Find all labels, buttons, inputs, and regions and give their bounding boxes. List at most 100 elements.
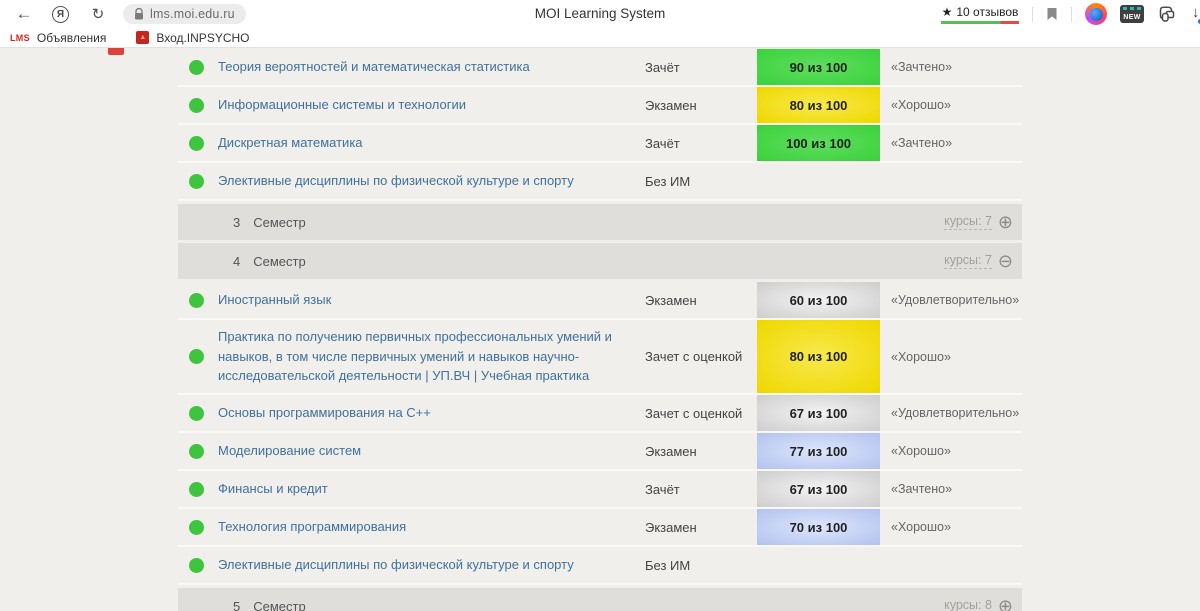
status-dot-icon [189,557,204,573]
exam-type: Зачёт [645,59,680,75]
semester-label: Семестр [253,253,306,269]
status-cell [178,97,218,113]
score-cell: 90 из 100 [757,49,880,85]
bookmarks-bar: LMS Объявления ▲ Вход.INPSYCHO [0,28,1200,48]
score-cell: 80 из 100 [757,320,880,393]
table-row: Дискретная математика Зачёт 100 из 100 «Зач… [178,125,1022,163]
lms-favicon: LMS [10,32,30,43]
refresh-icon[interactable]: ↻ [91,6,105,23]
course-name-link[interactable]: Элективные дисциплины по физической куль… [218,173,574,189]
score-badge: 70 из 100 [757,509,880,545]
exam-type: Зачёт [645,481,680,497]
courses-count-link[interactable]: курсы: 7 [944,214,992,230]
status-cell [178,292,218,308]
courses-toggle[interactable]: курсы: 8 ⊕ [944,597,1013,611]
course-name-link[interactable]: Информационные системы и технологии [218,97,466,113]
courses-count-link[interactable]: курсы: 8 [944,598,992,611]
course-name-link[interactable]: Элективные дисциплины по физической куль… [218,557,574,573]
browser-toolbar: ← Я ↻ lms.moi.edu.ru MOI Learning System… [0,0,1200,28]
score-cell: 80 из 100 [757,87,880,123]
page-content: Теория вероятностей и математическая ста… [0,48,1200,611]
camera-dashes [1123,7,1141,10]
semester-number: 5 [233,598,241,611]
back-icon[interactable]: ← [15,4,33,23]
bookmark-item-announcements[interactable]: LMS Объявления [10,30,107,45]
status-cell [178,59,218,75]
status-dot-icon [189,173,204,189]
grade-text: «Зачтено» [891,136,953,150]
reviews-rating[interactable]: ★ 10 отзывов [941,5,1019,24]
semester-number: 3 [233,214,241,230]
exam-type: Без ИМ [645,173,691,189]
page-title: MOI Learning System [534,6,666,21]
status-cell [178,173,218,189]
score-cell: 60 из 100 [757,282,880,318]
score-badge: 77 из 100 [757,433,880,469]
course-name-link[interactable]: Теория вероятностей и математическая ста… [218,59,530,75]
courses-toggle[interactable]: курсы: 7 ⊖ [944,252,1013,270]
exam-type: Экзамен [645,292,697,308]
download-notification-dot [1198,19,1200,24]
semester-label: Семестр [253,214,306,230]
grade-text: «Хорошо» [891,98,951,112]
exam-type: Без ИМ [645,557,691,573]
exam-type: Зачет с оценкой [645,349,743,364]
score-badge: 90 из 100 [757,49,880,85]
course-name-link[interactable]: Практика по получению первичных професси… [218,329,612,384]
grade-text: «Хорошо» [891,444,951,458]
profile-inner-dot [1089,7,1103,21]
course-name-link[interactable]: Иностранный язык [218,292,332,308]
status-cell [178,557,218,573]
collapse-icon[interactable]: ⊖ [997,251,1013,271]
table-row: Основы программирования на C++ Зачет с оц… [178,395,1022,433]
bookmark-item-inpsycho[interactable]: ▲ Вход.INPSYCHO [136,31,250,45]
grade-text: «Удовлетворительно» [891,293,1020,307]
course-name-link[interactable]: Дискретная математика [218,135,363,151]
collections-hand-icon[interactable] [1157,5,1179,23]
score-cell: 77 из 100 [757,433,880,469]
exam-type: Зачет с оценкой [645,405,743,421]
yandex-icon[interactable]: Я [52,5,69,23]
semester-header-row[interactable]: 5 Семестр курсы: 8 ⊕ [178,588,1022,611]
expand-icon[interactable]: ⊕ [997,596,1013,611]
courses-count-link[interactable]: курсы: 7 [944,253,992,269]
course-name-link[interactable]: Финансы и кредит [218,481,328,497]
grade-text: «Зачтено» [891,60,953,74]
table-row: Информационные системы и технологии Экзам… [178,87,1022,125]
score-badge: 67 из 100 [757,471,880,507]
course-name-link[interactable]: Моделирование систем [218,443,362,459]
screenshot-new-icon[interactable]: NEW [1120,5,1144,23]
url-text: lms.moi.edu.ru [150,7,235,21]
score-cell [757,163,880,199]
exam-type: Зачёт [645,135,680,151]
exam-type: Экзамен [645,443,697,459]
download-icon[interactable]: ↓ [1192,4,1200,24]
clipped-page-element [108,48,124,55]
exam-type: Экзамен [645,519,697,535]
grade-text: «Зачтено» [891,482,953,496]
score-cell: 100 из 100 [757,125,880,161]
status-dot-icon [189,135,204,151]
grades-table: Теория вероятностей и математическая ста… [178,49,1022,611]
bookmark-flag-icon[interactable] [1046,7,1058,21]
grade-text: «Удовлетворительно» [891,406,1020,420]
status-dot-icon [189,59,204,75]
status-dot-icon [189,292,204,308]
address-bar[interactable]: lms.moi.edu.ru [123,4,246,24]
status-dot-icon [189,481,204,497]
table-row: Моделирование систем Экзамен 77 из 100 «Хор… [178,433,1022,471]
courses-toggle[interactable]: курсы: 7 ⊕ [944,213,1013,231]
inpsycho-favicon: ▲ [136,31,150,44]
semester-header-row[interactable]: 3 Семестр курсы: 7 ⊕ [178,204,1022,240]
reviews-count: 10 отзывов [956,4,1019,19]
status-dot-icon [189,443,204,459]
course-name-link[interactable]: Основы программирования на C++ [218,405,431,421]
course-name-link[interactable]: Технология программирования [218,519,407,535]
semester-label: Семестр [253,598,306,611]
status-dot-icon [189,349,204,364]
expand-icon[interactable]: ⊕ [997,212,1013,232]
semester-header-row[interactable]: 4 Семестр курсы: 7 ⊖ [178,243,1022,279]
score-cell: 67 из 100 [757,471,880,507]
profile-avatar-icon[interactable] [1085,3,1107,25]
status-cell [178,443,218,459]
